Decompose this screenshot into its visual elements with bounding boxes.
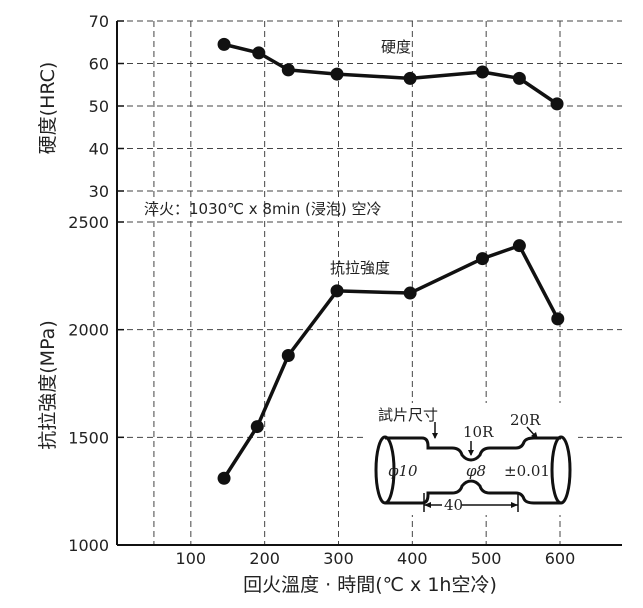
data-point-hardness xyxy=(475,65,489,79)
20r-pointer-head xyxy=(531,432,538,439)
x-tick-label: 500 xyxy=(471,549,502,568)
y-tick-label: 2500 xyxy=(68,213,109,232)
series-line-strength xyxy=(222,243,560,480)
data-point-strength xyxy=(330,284,344,298)
data-point-hardness xyxy=(281,63,295,77)
y-tick-label: 1000 xyxy=(68,536,109,555)
specimen-title: 試片尺寸 xyxy=(378,406,438,424)
y-tick-label: 30 xyxy=(89,182,109,201)
x-tick-label: 600 xyxy=(545,549,576,568)
data-point-hardness xyxy=(252,46,266,60)
x-tick-label: 400 xyxy=(397,549,428,568)
data-point-strength xyxy=(475,252,489,266)
tick-labels: 100 200 300 400 500 600 70 60 50 40 30 2500 2000 1500… xyxy=(68,12,575,568)
specimen-right-end xyxy=(550,435,572,505)
y-tick-label: 60 xyxy=(89,55,109,74)
specimen-top-edge xyxy=(385,436,561,462)
label-phi8: φ8 xyxy=(466,462,486,480)
y-tick-label: 40 xyxy=(89,140,109,159)
label-20r: 20R xyxy=(510,411,541,429)
data-point-hardness xyxy=(403,71,417,85)
data-point-hardness xyxy=(217,37,231,51)
series-label-strength: 抗拉強度 xyxy=(330,259,390,277)
data-point-strength xyxy=(551,312,565,326)
dimension-arrow-left xyxy=(424,502,431,508)
data-point-strength xyxy=(281,349,295,363)
quench-condition-note: 淬火：1030℃ x 8min (浸泡) 空冷 xyxy=(144,200,382,218)
dimension-arrow-right xyxy=(511,502,518,508)
data-point-strength xyxy=(217,471,231,485)
x-tick-label: 100 xyxy=(176,549,207,568)
grid xyxy=(117,20,622,546)
series-label-hardness: 硬度 xyxy=(381,38,411,56)
specimen-bottom-edge xyxy=(385,479,561,505)
10r-pointer-head xyxy=(468,450,474,456)
y-axis-title-hardness: 硬度(HRC) xyxy=(37,62,59,155)
size-pointer-head xyxy=(432,433,438,439)
x-tick-label: 200 xyxy=(249,549,280,568)
y-tick-label: 70 xyxy=(89,12,109,31)
data-point-strength xyxy=(250,420,264,434)
label-10r: 10R xyxy=(463,423,494,441)
label-40: 40 xyxy=(444,496,463,514)
y-tick-label: 50 xyxy=(89,97,109,116)
data-point-strength xyxy=(512,239,526,253)
label-phi10: φ10 xyxy=(388,462,418,480)
label-tolerance: ±0.01 xyxy=(504,462,550,480)
y-axis-title-strength: 抗拉強度(MPa) xyxy=(37,320,59,449)
specimen-left-end xyxy=(374,435,396,505)
data-point-hardness xyxy=(330,67,344,81)
data-point-strength xyxy=(403,286,417,300)
y-tick-label: 2000 xyxy=(68,321,109,340)
x-tick-label: 300 xyxy=(323,549,354,568)
series-layer xyxy=(217,37,565,485)
x-axis-title: 回火溫度 · 時間(℃ x 1h空冷) xyxy=(243,574,497,596)
specimen-diagram: 試片尺寸 10R 20R φ10 φ8 ±0.01 40 xyxy=(366,403,584,515)
data-point-hardness xyxy=(512,71,526,85)
y-tick-label: 1500 xyxy=(68,428,109,447)
data-point-hardness xyxy=(550,97,564,111)
